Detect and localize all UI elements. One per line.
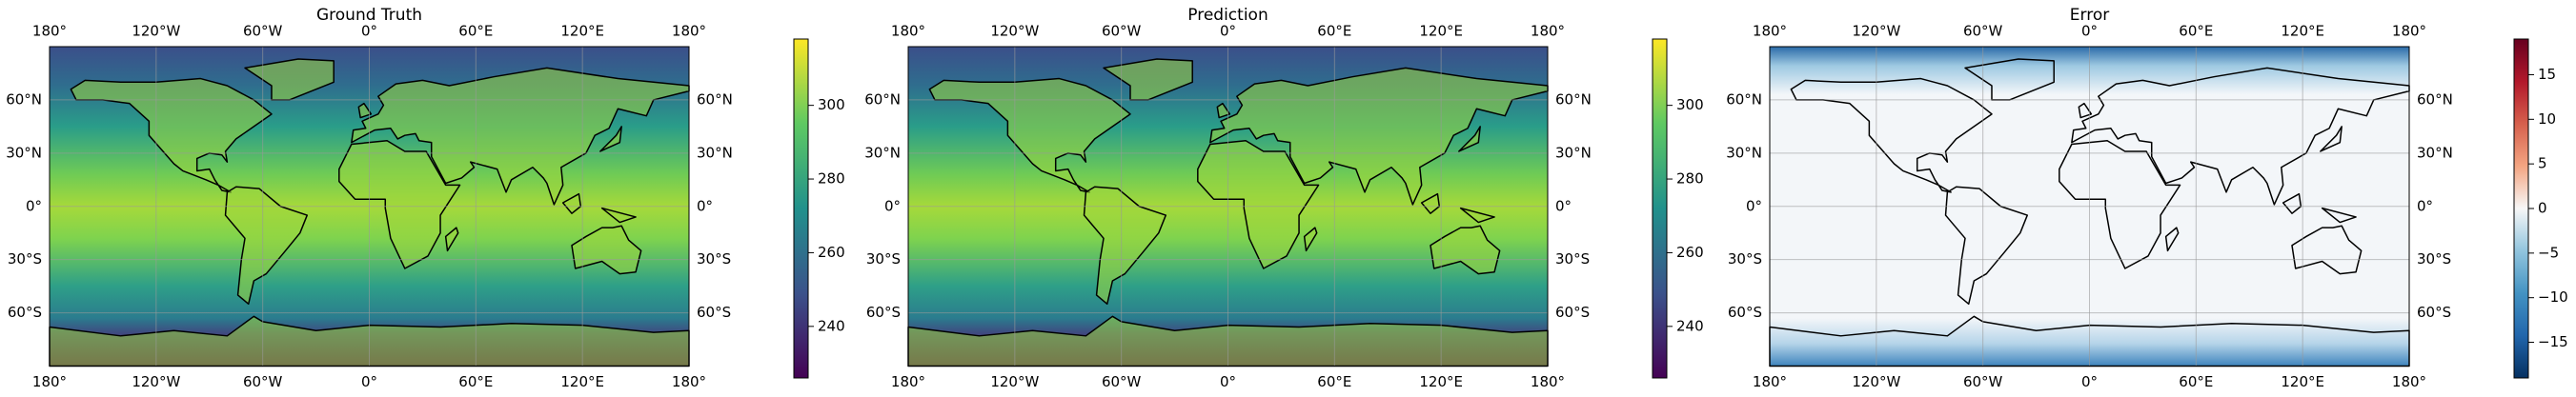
x-tick-label: 60°E (1317, 373, 1351, 390)
y-tick-label: 60°N (864, 90, 901, 108)
panel-title: Error (2070, 6, 2109, 25)
y-tick-label: 60°S (697, 304, 731, 321)
map-frame (49, 46, 690, 367)
x-tick-label: 60°W (1102, 23, 1142, 40)
x-tick-label: 60°E (458, 373, 493, 390)
x-tick-label: 120°E (1419, 373, 1463, 390)
colorbar (793, 38, 809, 379)
y-tick-label: 30°N (2417, 144, 2453, 161)
x-tick-label: 180° (1753, 23, 1787, 40)
colorbar-tick-label: 15 (2538, 66, 2556, 83)
x-tick-label: 120°E (560, 23, 604, 40)
y-tick-label: 60°N (1726, 90, 1762, 108)
x-tick-label: 60°E (2179, 23, 2213, 40)
x-tick-label: 180° (2392, 373, 2426, 390)
x-tick-label: 120°E (2281, 23, 2324, 40)
x-tick-label: 120°E (560, 373, 604, 390)
x-tick-label: 120°W (1852, 373, 1900, 390)
x-tick-label: 60°W (243, 373, 283, 390)
x-tick-label: 180° (1531, 373, 1565, 390)
x-tick-label: 60°W (243, 23, 283, 40)
x-tick-label: 180° (1531, 23, 1565, 40)
x-tick-label: 120°E (2281, 373, 2324, 390)
colorbar-tick-label: 300 (818, 96, 845, 113)
y-tick-label: 60°N (6, 90, 42, 108)
x-tick-label: 120°W (990, 23, 1039, 40)
colorbar-tick-label: 300 (1676, 96, 1704, 113)
y-tick-label: 30°N (697, 144, 733, 161)
colorbar-tick-label: 5 (2538, 155, 2547, 172)
y-tick-label: 30°S (866, 250, 901, 268)
colorbar-tick-label: 280 (1676, 170, 1704, 188)
y-tick-label: 0° (1746, 197, 1762, 214)
x-tick-label: 60°E (2179, 373, 2213, 390)
panel-title: Ground Truth (316, 6, 422, 25)
x-tick-label: 180° (891, 23, 925, 40)
colorbar-tick-label: 10 (2538, 110, 2556, 128)
y-tick-label: 60°N (2417, 90, 2453, 108)
x-tick-label: 0° (1220, 23, 1236, 40)
x-tick-label: 180° (891, 373, 925, 390)
y-tick-label: 60°S (1728, 304, 1762, 321)
y-tick-label: 30°S (1728, 250, 1762, 268)
x-tick-label: 60°W (1102, 373, 1142, 390)
x-tick-label: 0° (1220, 373, 1236, 390)
x-tick-label: 60°E (458, 23, 493, 40)
y-tick-label: 0° (26, 197, 42, 214)
x-tick-label: 60°E (1317, 23, 1351, 40)
x-tick-label: 180° (32, 23, 67, 40)
y-tick-label: 30°N (864, 144, 901, 161)
y-tick-label: 30°S (1555, 250, 1590, 268)
x-tick-label: 180° (2392, 23, 2426, 40)
x-tick-label: 180° (672, 373, 706, 390)
x-tick-label: 60°W (1963, 373, 2003, 390)
y-tick-label: 60°S (2417, 304, 2451, 321)
panel-title: Prediction (1187, 6, 1268, 25)
y-tick-label: 30°S (8, 250, 42, 268)
y-tick-label: 60°S (1555, 304, 1590, 321)
map-frame (1769, 46, 2410, 367)
y-tick-label: 0° (697, 197, 713, 214)
colorbar-tick-label: 260 (1676, 244, 1704, 261)
y-tick-label: 30°N (1726, 144, 1762, 161)
y-tick-label: 30°S (697, 250, 731, 268)
colorbar-tick-label: 280 (818, 170, 845, 188)
colorbar-tick-label: −5 (2538, 244, 2559, 261)
x-tick-label: 180° (1753, 373, 1787, 390)
y-tick-label: 0° (2417, 197, 2433, 214)
y-tick-label: 30°N (6, 144, 42, 161)
y-tick-label: 60°S (8, 304, 42, 321)
x-tick-label: 120°W (1852, 23, 1900, 40)
y-tick-label: 30°N (1555, 144, 1592, 161)
x-tick-label: 120°W (990, 373, 1039, 390)
y-tick-label: 60°N (697, 90, 733, 108)
colorbar-tick-label: 240 (818, 317, 845, 334)
y-tick-label: 60°S (866, 304, 901, 321)
x-tick-label: 120°W (132, 373, 180, 390)
x-tick-label: 120°E (1419, 23, 1463, 40)
x-tick-label: 0° (2081, 23, 2098, 40)
x-tick-label: 60°W (1963, 23, 2003, 40)
x-tick-label: 180° (32, 373, 67, 390)
colorbar (1652, 38, 1668, 379)
colorbar (2513, 38, 2529, 379)
colorbar-tick-label: 260 (818, 244, 845, 261)
y-tick-label: 0° (1555, 197, 1572, 214)
x-tick-label: 0° (2081, 373, 2098, 390)
y-tick-label: 30°S (2417, 250, 2451, 268)
colorbar-tick-label: −10 (2538, 288, 2568, 306)
y-tick-label: 0° (884, 197, 901, 214)
colorbar-tick-label: −15 (2538, 333, 2568, 350)
map-frame (907, 46, 1549, 367)
x-tick-label: 120°W (132, 23, 180, 40)
x-tick-label: 0° (361, 23, 377, 40)
x-tick-label: 180° (672, 23, 706, 40)
colorbar-tick-label: 240 (1676, 317, 1704, 334)
colorbar-tick-label: 0 (2538, 200, 2547, 217)
y-tick-label: 60°N (1555, 90, 1592, 108)
x-tick-label: 0° (361, 373, 377, 390)
